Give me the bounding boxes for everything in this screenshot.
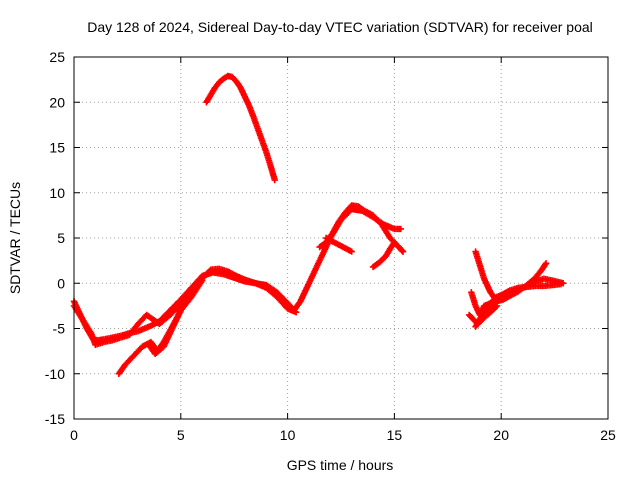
- chart-title: Day 128 of 2024, Sidereal Day-to-day VTE…: [87, 19, 593, 35]
- data-point: [542, 261, 549, 268]
- data-point: [399, 248, 407, 255]
- x-axis-label: GPS time / hours: [287, 457, 394, 473]
- y-tick-label: -10: [45, 366, 65, 382]
- data-layer: [70, 72, 567, 377]
- data-point: [492, 303, 500, 311]
- data-point: [559, 280, 567, 287]
- series-track-l: [465, 302, 501, 328]
- data-point: [397, 225, 405, 233]
- data-point: [198, 277, 206, 284]
- data-point: [542, 260, 550, 267]
- y-tick-label: 10: [49, 185, 65, 201]
- y-tick-label: 5: [57, 230, 65, 246]
- y-tick-label: 0: [57, 275, 65, 291]
- y-tick-label: 15: [49, 140, 65, 156]
- x-tick-label: 25: [600, 427, 616, 443]
- data-point: [292, 309, 300, 316]
- y-tick-label: 25: [49, 49, 65, 65]
- data-point: [194, 280, 202, 287]
- x-tick-label: 15: [387, 427, 403, 443]
- series-track-e: [203, 72, 278, 184]
- x-tick-label: 0: [70, 427, 78, 443]
- data-point: [493, 302, 501, 310]
- data-point: [348, 248, 355, 255]
- series-track-d: [145, 280, 202, 358]
- data-point: [271, 176, 278, 184]
- y-tick-label: -5: [53, 321, 66, 337]
- series-track-g: [322, 234, 355, 255]
- y-tick-label: -15: [45, 411, 65, 427]
- tick-layer: 0 5 10 15 20 25 -15 -10 -5 0 5 10 15 20 25: [45, 49, 616, 443]
- series-track-k: [472, 248, 550, 305]
- x-tick-label: 10: [280, 427, 296, 443]
- series-track-h: [369, 239, 407, 271]
- grid-layer: [74, 57, 608, 419]
- data-point: [398, 247, 406, 254]
- y-tick-label: 20: [49, 94, 65, 110]
- x-tick-label: 20: [493, 427, 509, 443]
- x-tick-label: 5: [177, 427, 185, 443]
- y-axis-label: SDTVAR / TECUs: [7, 182, 23, 294]
